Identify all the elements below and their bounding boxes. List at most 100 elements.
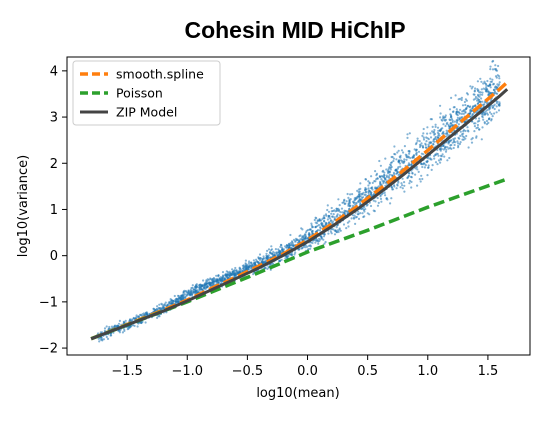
scatter-point bbox=[430, 158, 433, 161]
scatter-point bbox=[351, 214, 354, 217]
scatter-point bbox=[464, 137, 467, 140]
scatter-point bbox=[409, 175, 413, 178]
x-tick-label: 1.0 bbox=[417, 364, 438, 379]
scatter-point bbox=[472, 98, 475, 101]
scatter-point bbox=[361, 207, 364, 210]
scatter-point bbox=[422, 136, 425, 139]
scatter-point bbox=[437, 154, 440, 157]
scatter-point bbox=[492, 59, 495, 63]
scatter-point bbox=[426, 126, 429, 129]
scatter-point bbox=[486, 101, 489, 104]
scatter-point bbox=[359, 202, 362, 205]
scatter-point bbox=[292, 238, 296, 241]
scatter-point bbox=[195, 285, 198, 288]
scatter-point bbox=[464, 129, 467, 133]
scatter-point bbox=[390, 161, 393, 164]
scatter-point bbox=[132, 324, 135, 327]
scatter-point bbox=[211, 277, 214, 281]
scatter-point bbox=[492, 104, 495, 107]
scatter-point bbox=[116, 324, 119, 327]
scatter-point bbox=[270, 245, 273, 248]
scatter-point bbox=[294, 251, 297, 254]
scatter-point bbox=[234, 266, 237, 270]
scatter-point bbox=[430, 118, 433, 121]
scatter-point bbox=[486, 79, 489, 83]
scatter-point bbox=[392, 171, 395, 174]
scatter-point bbox=[472, 105, 475, 108]
scatter-point bbox=[389, 168, 392, 171]
scatter-point bbox=[498, 77, 501, 80]
scatter-point bbox=[491, 115, 494, 118]
scatter-point bbox=[204, 288, 207, 291]
scatter-point bbox=[107, 327, 111, 330]
scatter-point bbox=[488, 111, 492, 114]
scatter-point bbox=[289, 233, 292, 237]
scatter-point bbox=[408, 172, 411, 175]
scatter-point bbox=[176, 294, 180, 297]
scatter-point bbox=[155, 307, 159, 310]
scatter-point bbox=[421, 134, 424, 137]
scatter-point bbox=[362, 191, 365, 194]
scatter-point bbox=[221, 275, 224, 278]
scatter-point bbox=[371, 188, 374, 191]
scatter-point bbox=[357, 200, 360, 204]
scatter-point bbox=[103, 327, 107, 330]
scatter-point bbox=[485, 119, 489, 123]
scatter-point bbox=[479, 91, 482, 94]
scatter-point bbox=[259, 257, 262, 260]
scatter-point bbox=[423, 166, 426, 169]
scatter-point bbox=[376, 177, 379, 180]
scatter-point bbox=[314, 241, 317, 244]
scatter-point bbox=[403, 190, 406, 193]
scatter-point bbox=[244, 262, 247, 265]
scatter-point bbox=[241, 264, 244, 267]
scatter-point bbox=[335, 215, 338, 218]
scatter-point bbox=[383, 180, 386, 183]
scatter-point bbox=[330, 212, 333, 215]
scatter-point bbox=[397, 149, 400, 152]
scatter-point bbox=[191, 284, 194, 287]
scatter-point bbox=[479, 77, 482, 80]
scatter-point bbox=[318, 229, 321, 232]
scatter-point bbox=[370, 175, 373, 178]
y-tick-label: 4 bbox=[50, 64, 58, 79]
scatter-point bbox=[414, 167, 417, 170]
scatter-point bbox=[408, 152, 411, 155]
scatter-point bbox=[152, 307, 155, 310]
scatter-point bbox=[184, 296, 187, 300]
scatter-point bbox=[158, 303, 161, 306]
scatter-point bbox=[427, 164, 430, 167]
scatter-point bbox=[306, 245, 309, 248]
x-tick-label: 0.0 bbox=[297, 364, 318, 379]
scatter-point bbox=[493, 112, 496, 115]
scatter-point bbox=[438, 148, 442, 151]
scatter-point bbox=[106, 337, 110, 340]
scatter-point bbox=[416, 168, 419, 171]
scatter-point bbox=[465, 92, 469, 95]
scatter-point bbox=[467, 104, 470, 107]
scatter-point bbox=[418, 143, 422, 146]
scatter-point bbox=[178, 300, 181, 303]
scatter-point bbox=[487, 121, 490, 124]
scatter-point bbox=[396, 151, 399, 154]
scatter-point bbox=[470, 87, 473, 90]
scatter-point bbox=[480, 88, 483, 91]
y-axis-label: log10(variance) bbox=[16, 155, 31, 257]
scatter-point bbox=[490, 104, 493, 107]
scatter-point bbox=[421, 146, 425, 149]
scatter-point bbox=[422, 162, 425, 165]
scatter-point bbox=[458, 142, 461, 146]
scatter-point bbox=[476, 93, 480, 96]
scatter-point bbox=[489, 77, 492, 80]
scatter-point bbox=[282, 248, 285, 251]
scatter-point bbox=[190, 286, 193, 290]
scatter-point bbox=[417, 170, 420, 173]
scatter-point bbox=[385, 176, 388, 179]
scatter-point bbox=[393, 145, 396, 148]
scatter-point bbox=[495, 111, 498, 114]
scatter-point bbox=[395, 158, 398, 161]
scatter-point bbox=[276, 254, 279, 257]
scatter-point bbox=[403, 145, 406, 148]
scatter-point bbox=[449, 114, 453, 117]
scatter-point bbox=[346, 221, 349, 224]
